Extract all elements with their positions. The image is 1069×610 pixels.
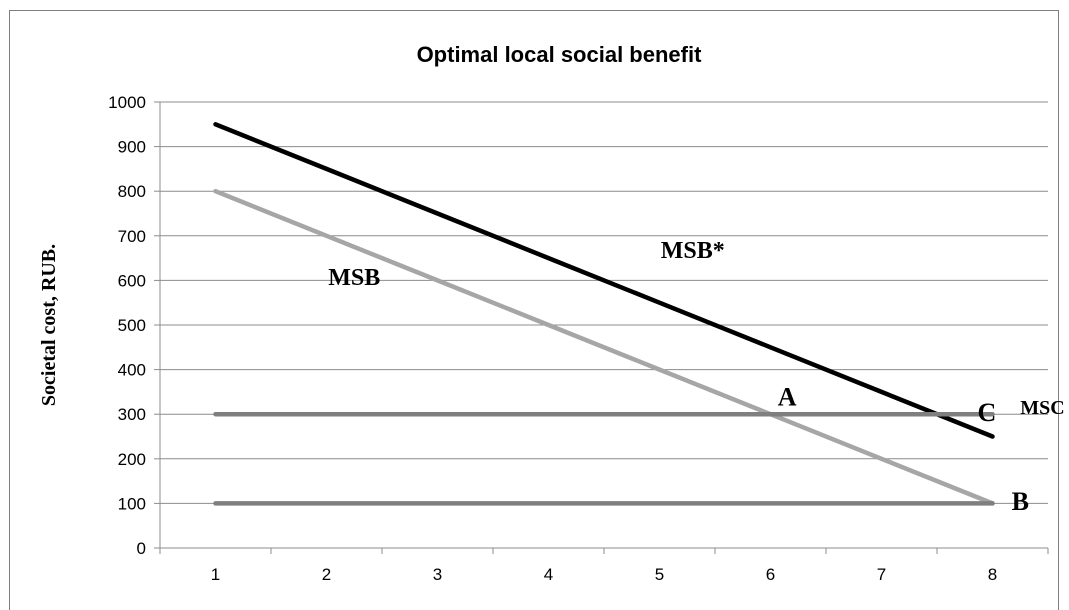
x-tick-label-8: 8 [988, 565, 997, 584]
y-tick-label-700: 700 [118, 227, 146, 246]
x-tick-label-3: 3 [433, 565, 442, 584]
y-tick-label-500: 500 [118, 316, 146, 335]
annotations: MSB* MSB A C MSC B [328, 238, 1064, 516]
axes: 0 100 200 300 400 500 600 700 800 900 1000 1 2 3 4 5 6 7 8 [108, 93, 1049, 584]
y-tick-label-900: 900 [118, 138, 146, 157]
x-tick-label-5: 5 [655, 565, 664, 584]
x-tick-label-7: 7 [877, 565, 886, 584]
y-axis-label: Societal cost, RUB. [38, 244, 60, 406]
chart-title: Optimal local social benefit [417, 42, 703, 67]
chart-frame [9, 10, 1059, 610]
y-tick-label-800: 800 [118, 182, 146, 201]
y-tick-label-600: 600 [118, 271, 146, 290]
y-tick-label-300: 300 [118, 405, 146, 424]
x-tick-label-6: 6 [766, 565, 775, 584]
series-lines [213, 122, 995, 506]
annotation-b_label: B [1012, 487, 1029, 516]
series-line-msb [213, 188, 995, 506]
annotation-msc_label: MSC [1020, 397, 1064, 419]
annotation-msb_star_label: MSB* [661, 238, 725, 264]
x-tick-label-1: 1 [211, 565, 220, 584]
y-tick-label-200: 200 [118, 450, 146, 469]
x-tick-label-4: 4 [544, 565, 553, 584]
annotation-c_label: C [978, 398, 997, 427]
x-tick-label-2: 2 [322, 565, 331, 584]
y-tick-label-1000: 1000 [108, 93, 146, 112]
series-line-msb_star [213, 122, 995, 439]
y-tick-label-100: 100 [118, 494, 146, 513]
annotation-msb_label: MSB [328, 265, 380, 291]
y-tick-label-0: 0 [137, 539, 146, 558]
gridlines [160, 101, 1048, 504]
y-tick-label-400: 400 [118, 361, 146, 380]
annotation-a_label: A [778, 382, 797, 411]
